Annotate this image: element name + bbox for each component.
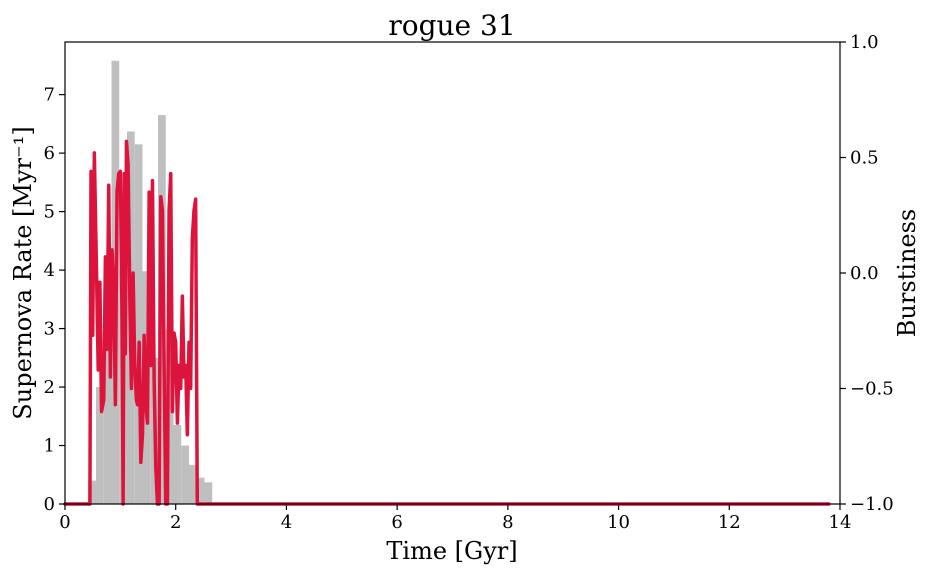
x-tick-label: 14: [829, 512, 852, 533]
histogram-bar: [181, 445, 189, 504]
left-y-tick-label: 5: [44, 202, 55, 223]
chart-title: rogue 31: [388, 9, 515, 42]
left-y-tick-label: 3: [44, 319, 55, 340]
x-axis-label: Time [Gyr]: [386, 537, 517, 565]
histogram-bar: [96, 387, 104, 504]
left-y-axis-label: Supernova Rate [Myr⁻¹]: [9, 126, 37, 419]
x-axis-ticks: 0 2 4 6 8 10 12 14: [59, 504, 851, 533]
histogram-bar: [173, 425, 182, 504]
burstiness-line: [63, 139, 831, 506]
right-y-tick-label: 0.5: [850, 148, 879, 169]
x-tick-label: 12: [718, 512, 741, 533]
x-tick-label: 6: [391, 512, 402, 533]
left-y-tick-label: 7: [44, 85, 55, 106]
right-y-tick-label: 0.0: [850, 263, 879, 284]
x-tick-label: 4: [281, 512, 292, 533]
left-y-tick-label: 6: [44, 143, 55, 164]
histogram-bar: [196, 477, 205, 504]
left-y-tick-label: 0: [44, 494, 55, 515]
burstiness-series: [63, 139, 831, 506]
histogram-bar: [204, 482, 213, 504]
x-tick-label: 8: [502, 512, 513, 533]
histogram-bar: [88, 480, 96, 504]
right-y-tick-label: 1.0: [850, 32, 879, 53]
histogram-bar: [103, 277, 112, 504]
x-tick-label: 10: [607, 512, 630, 533]
left-y-axis-ticks: 0 1 2 3 4 5 6 7: [44, 85, 65, 515]
right-y-axis-ticks: −1.0 −0.5 0.0 0.5 1.0: [840, 32, 894, 515]
left-y-tick-label: 2: [44, 377, 55, 398]
right-y-axis-label: Burstiness: [893, 209, 921, 338]
right-y-tick-label: −0.5: [850, 379, 894, 400]
right-y-tick-label: −1.0: [850, 494, 894, 515]
left-y-tick-label: 1: [44, 436, 55, 457]
left-y-tick-label: 4: [44, 260, 55, 281]
histogram-bar: [189, 464, 197, 504]
histogram-bar: [134, 144, 143, 504]
x-tick-label: 0: [59, 512, 70, 533]
x-tick-label: 2: [170, 512, 181, 533]
